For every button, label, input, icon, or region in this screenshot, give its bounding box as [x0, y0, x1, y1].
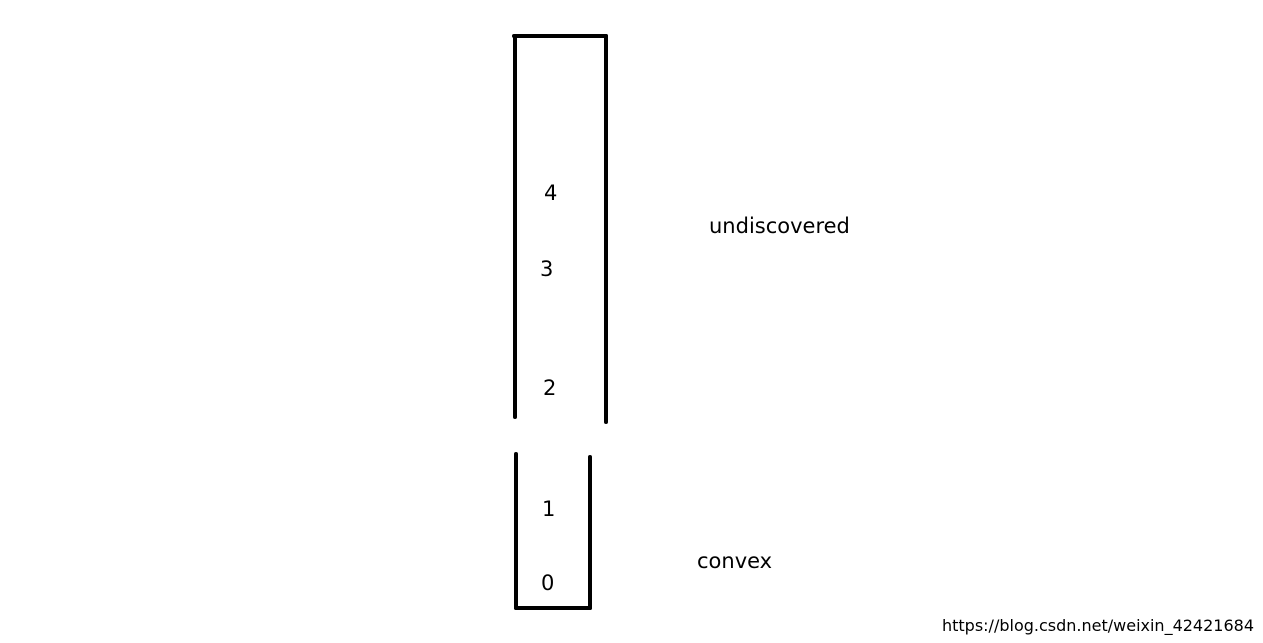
- watermark-url: https://blog.csdn.net/weixin_42421684: [942, 616, 1254, 636]
- undiscovered-item-2: 2: [543, 376, 556, 400]
- undiscovered-item-4: 4: [544, 181, 557, 205]
- convex-stack: [514, 452, 592, 610]
- undiscovered-label: undiscovered: [709, 214, 850, 238]
- convex-label: convex: [697, 549, 772, 573]
- convex-item-1: 1: [542, 497, 555, 521]
- convex-item-0: 0: [541, 571, 554, 595]
- undiscovered-stack: [512, 34, 608, 424]
- undiscovered-item-3: 3: [540, 257, 553, 281]
